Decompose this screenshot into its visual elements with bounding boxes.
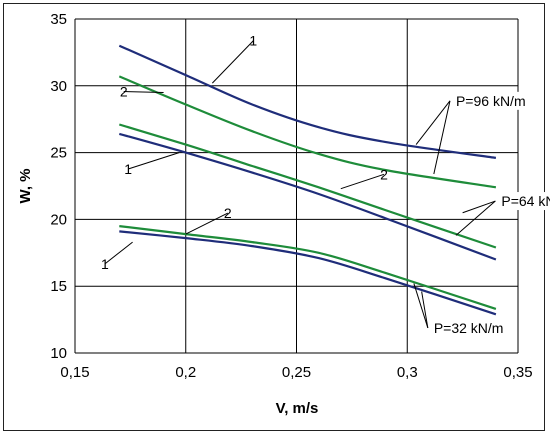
series-line-2-32 [119,225,497,310]
x-tick-label: 0,25 [282,364,311,381]
annotation-leader [211,40,254,84]
annotation-leader [415,100,451,145]
annotation-label-bg [499,192,550,211]
series-line-2-64 [118,123,497,249]
annotation-leader [340,173,385,190]
annotation-leader [433,100,451,175]
annotation-label: 1 [249,33,257,49]
annotation-leader [185,212,229,235]
annotation-label: P=64 kN/m [501,193,550,209]
y-tick-label: 10 [50,345,67,362]
annotation-leader [462,200,496,214]
annotation-leader [128,152,180,170]
annotation-label: 2 [224,205,232,221]
annotation-label-bg [431,318,506,337]
annotation-leader [413,283,429,329]
chart-frame [3,3,545,431]
y-tick-label: 35 [50,11,67,28]
annotation-leader [104,241,133,265]
x-tick-label: 0,3 [397,364,418,381]
series-lines [118,44,497,316]
y-tick-label: 25 [50,145,67,162]
annotation-label: 2 [380,166,388,182]
y-tick-label: 20 [50,211,67,228]
annotation-leader [123,90,164,93]
x-tick-label: 0,2 [175,364,196,381]
series-line-1-32 [119,230,497,316]
annotation-label: 2 [120,83,128,99]
x-tick-label: 0,35 [503,364,532,381]
y-tick-label: 15 [50,278,67,295]
annotation-leader [421,291,429,329]
annotation-label: P=96 kN/m [456,93,526,109]
annotation-labels: 1 2 1 2 2 1 P=96 kN/m P=64 kN/m P=32 kN/m [101,33,550,337]
series-line-2-96 [118,75,497,189]
x-axis-title: V, m/s [276,400,319,417]
x-tick-label: 0,15 [60,364,89,381]
annotation-label: 1 [124,161,132,177]
series-line-1-96 [118,44,497,159]
tick-labels: 10 15 20 25 30 35 0,15 0,2 0,25 0,3 0,35 [50,11,532,381]
annotation-label-bg [453,91,528,110]
series-line-1-64 [119,132,497,261]
y-axis-title: W, % [17,168,34,203]
y-tick-label: 30 [50,78,67,95]
annotation-label: P=32 kN/m [434,320,504,336]
annotation-leader [455,200,496,236]
annotation-label: 1 [101,256,109,272]
annotation-leaders [104,40,496,329]
